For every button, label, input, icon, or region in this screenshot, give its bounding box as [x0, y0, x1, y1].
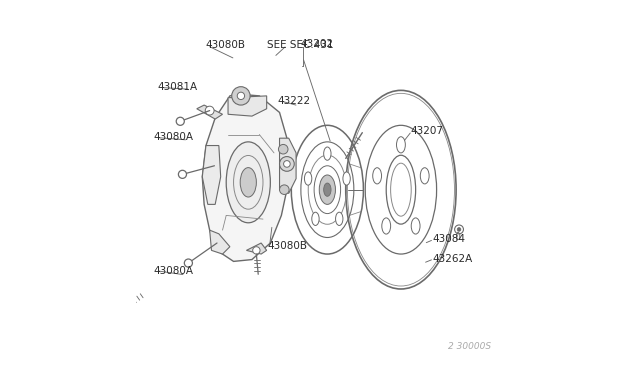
Ellipse shape: [184, 259, 193, 267]
Text: 43080A: 43080A: [154, 132, 194, 142]
Text: SEE SEC.431: SEE SEC.431: [267, 41, 333, 51]
Text: 43080B: 43080B: [205, 41, 245, 51]
Ellipse shape: [280, 157, 294, 171]
Ellipse shape: [232, 87, 250, 105]
Ellipse shape: [226, 142, 270, 223]
Ellipse shape: [382, 218, 390, 234]
Ellipse shape: [420, 168, 429, 184]
Ellipse shape: [305, 172, 312, 185]
Ellipse shape: [324, 147, 331, 160]
Polygon shape: [202, 94, 289, 262]
Text: 43084: 43084: [432, 234, 465, 244]
Ellipse shape: [412, 218, 420, 234]
Ellipse shape: [319, 175, 335, 204]
Ellipse shape: [335, 212, 343, 225]
Ellipse shape: [253, 247, 260, 254]
Polygon shape: [228, 96, 267, 116]
Ellipse shape: [179, 170, 186, 179]
Polygon shape: [202, 145, 221, 204]
Text: 43080B: 43080B: [268, 241, 308, 251]
Ellipse shape: [312, 212, 319, 225]
Ellipse shape: [372, 168, 381, 184]
Ellipse shape: [240, 168, 257, 197]
Ellipse shape: [284, 161, 290, 167]
Polygon shape: [196, 105, 223, 119]
Ellipse shape: [205, 106, 214, 115]
Text: 43222: 43222: [278, 96, 311, 106]
Ellipse shape: [324, 183, 331, 196]
Ellipse shape: [454, 225, 463, 234]
Polygon shape: [246, 243, 267, 254]
Ellipse shape: [457, 228, 461, 231]
Ellipse shape: [397, 137, 405, 153]
Polygon shape: [210, 230, 230, 254]
Ellipse shape: [176, 117, 184, 125]
Polygon shape: [280, 138, 296, 193]
Text: 43080A: 43080A: [154, 266, 194, 276]
Text: 43202: 43202: [301, 39, 333, 49]
Ellipse shape: [278, 144, 288, 154]
Text: 2 30000S: 2 30000S: [448, 342, 491, 351]
Ellipse shape: [280, 185, 289, 195]
Text: 43262A: 43262A: [432, 254, 472, 264]
Text: 43081A: 43081A: [157, 83, 198, 92]
Ellipse shape: [237, 92, 244, 100]
Ellipse shape: [343, 172, 350, 185]
Text: 43207: 43207: [410, 126, 443, 136]
